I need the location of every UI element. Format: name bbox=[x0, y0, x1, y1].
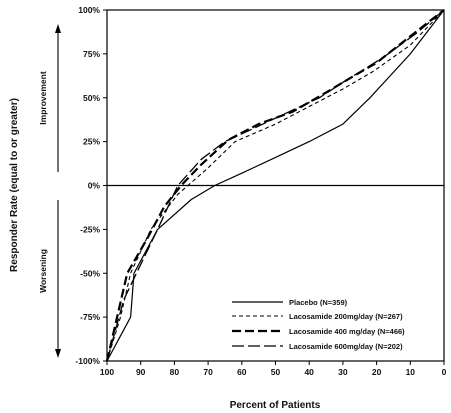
y-tick-label-5: -25% bbox=[80, 224, 100, 234]
y-tick-label-2: 50% bbox=[83, 93, 100, 103]
x-tick-label-3: 70 bbox=[203, 367, 213, 377]
x-tick-label-4: 60 bbox=[237, 367, 247, 377]
series-line-3 bbox=[106, 9, 445, 362]
series-line-1 bbox=[106, 9, 445, 362]
worsening-indicator: Worsening bbox=[38, 200, 61, 358]
x-tick-label-1: 90 bbox=[136, 367, 146, 377]
plot-area bbox=[106, 9, 445, 362]
y-tick-label-3: 25% bbox=[83, 137, 100, 147]
series-lines bbox=[105, 9, 445, 362]
improvement-indicator: Improvement bbox=[38, 24, 61, 172]
series-line-2 bbox=[105, 9, 445, 362]
legend-label-2: Lacosamide 400 mg/day (N=466) bbox=[289, 327, 405, 336]
legend-label-1: Lacosamide 200mg/day (N=267) bbox=[289, 312, 403, 321]
worsening-label: Worsening bbox=[38, 249, 48, 293]
improvement-arrowhead bbox=[55, 24, 61, 33]
axes: 100 90 80 70 60 50 40 30 20 10 0100%75%50%25%0%-25… bbox=[75, 5, 446, 377]
worsening-arrowhead bbox=[55, 349, 61, 358]
y-tick-label-4: 0% bbox=[88, 181, 101, 191]
x-tick-label-0: 100 bbox=[100, 367, 114, 377]
legend-label-3: Lacosamide 600mg/day (N=202) bbox=[289, 342, 403, 351]
y-axis-title: Responder Rate (equal to or greater) bbox=[9, 98, 20, 272]
x-tick-label-6: 40 bbox=[304, 367, 314, 377]
y-tick-label-7: -75% bbox=[80, 312, 100, 322]
y-tick-label-8: -100% bbox=[75, 356, 100, 366]
improvement-label: Improvement bbox=[38, 71, 48, 125]
x-tick-label-10: 0 bbox=[442, 367, 447, 377]
x-axis-title: Percent of Patients bbox=[230, 400, 321, 411]
x-tick-label-2: 80 bbox=[170, 367, 180, 377]
x-tick-label-7: 30 bbox=[338, 367, 348, 377]
x-tick-label-8: 20 bbox=[372, 367, 382, 377]
x-tick-label-9: 10 bbox=[406, 367, 416, 377]
legend-label-0: Placebo (N=359) bbox=[289, 298, 348, 307]
y-tick-label-0: 100% bbox=[78, 5, 100, 15]
y-tick-label-6: -50% bbox=[80, 268, 100, 278]
y-tick-label-1: 75% bbox=[83, 49, 100, 59]
x-tick-label-5: 50 bbox=[271, 367, 281, 377]
series-line-0 bbox=[106, 9, 445, 362]
legend: Placebo (N=359) Lacosamide 200mg/day (N=… bbox=[232, 298, 405, 351]
